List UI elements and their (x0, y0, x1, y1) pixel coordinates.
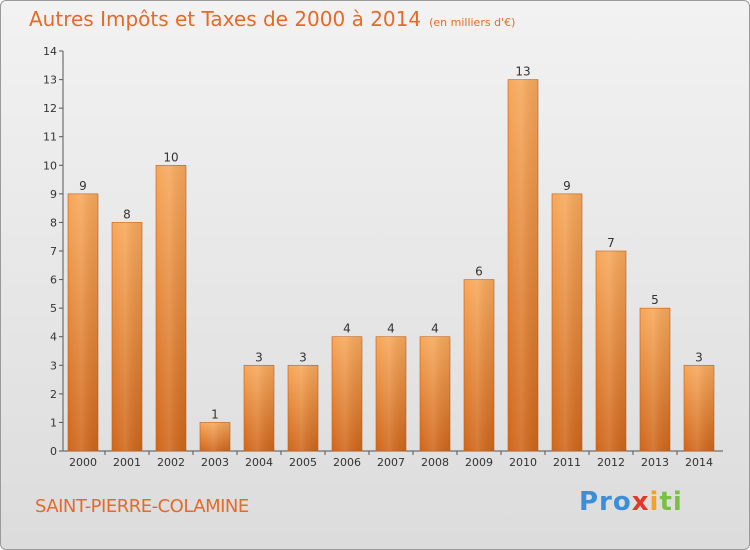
bar-shine (596, 251, 626, 451)
bar-shine (288, 365, 318, 451)
x-tick-label: 2007 (377, 456, 405, 469)
x-tick-label: 2011 (553, 456, 581, 469)
data-label: 3 (695, 350, 703, 364)
logo-part-3: i (649, 487, 660, 517)
x-tick-label: 2012 (597, 456, 625, 469)
logo-part-2: x (631, 487, 650, 517)
bar-shine (156, 165, 186, 452)
x-tick-label: 2006 (333, 456, 361, 469)
data-label: 5 (651, 293, 659, 307)
city-name: SAINT-PIERRE-COLAMINE (35, 496, 249, 517)
y-tick-label: 14 (43, 45, 57, 58)
x-tick-label: 2005 (289, 456, 317, 469)
y-tick-label: 3 (50, 359, 57, 372)
x-tick-label: 2002 (157, 456, 185, 469)
bar-shine (376, 336, 406, 451)
x-tick-label: 2010 (509, 456, 537, 469)
data-label: 3 (299, 350, 307, 364)
y-tick-label: 7 (50, 245, 57, 258)
y-tick-label: 1 (50, 416, 57, 429)
bars (67, 79, 715, 452)
x-tick-label: 2014 (685, 456, 713, 469)
bar-shine (684, 365, 714, 451)
bar-shine (200, 422, 230, 451)
y-tick-label: 0 (50, 445, 57, 458)
data-label: 8 (123, 207, 131, 221)
data-label: 6 (475, 265, 483, 279)
bar-shine (464, 279, 494, 451)
data-label: 7 (607, 236, 615, 250)
y-tick-label: 11 (43, 131, 57, 144)
bar-shine (640, 308, 670, 451)
x-tick-label: 2003 (201, 456, 229, 469)
data-label: 4 (431, 322, 439, 336)
x-tick-label: 2008 (421, 456, 449, 469)
chart-title-text: Autres Impôts et Taxes de 2000 à 2014 (29, 7, 422, 31)
logo-part-4: ti (659, 487, 683, 517)
y-tick-label: 6 (50, 274, 57, 287)
x-tick-label: 2004 (245, 456, 273, 469)
y-tick-label: 5 (50, 302, 57, 315)
bar-shine (112, 222, 142, 451)
y-tick-label: 9 (50, 188, 57, 201)
y-tick-label: 13 (43, 74, 57, 87)
data-label: 13 (515, 65, 530, 79)
y-tick-label: 12 (43, 102, 57, 115)
y-tick-label: 4 (50, 331, 57, 344)
data-label: 1 (211, 407, 219, 421)
bar-shine (68, 193, 98, 451)
data-label: 9 (79, 179, 87, 193)
chart-title: Autres Impôts et Taxes de 2000 à 2014 (en… (29, 7, 515, 31)
bar-shine (332, 336, 362, 451)
bar-shine (552, 193, 582, 451)
logo-part-1: Pro (579, 487, 632, 517)
data-label: 9 (563, 179, 571, 193)
x-tick-label: 2000 (69, 456, 97, 469)
y-tick-label: 8 (50, 216, 57, 229)
bar-shine (420, 336, 450, 451)
x-tick-label: 2013 (641, 456, 669, 469)
data-label: 4 (343, 322, 351, 336)
x-tick-label: 2001 (113, 456, 141, 469)
x-tick-label: 2009 (465, 456, 493, 469)
chart-subtitle: (en milliers d'€) (429, 16, 516, 29)
proxiti-logo: Proxiti (579, 487, 683, 517)
data-label: 3 (255, 350, 263, 364)
data-label: 10 (163, 150, 178, 164)
y-tick-label: 2 (50, 388, 57, 401)
bar-shine (508, 79, 538, 452)
bar-shine (244, 365, 274, 451)
y-tick-label: 10 (43, 159, 57, 172)
data-label: 4 (387, 322, 395, 336)
